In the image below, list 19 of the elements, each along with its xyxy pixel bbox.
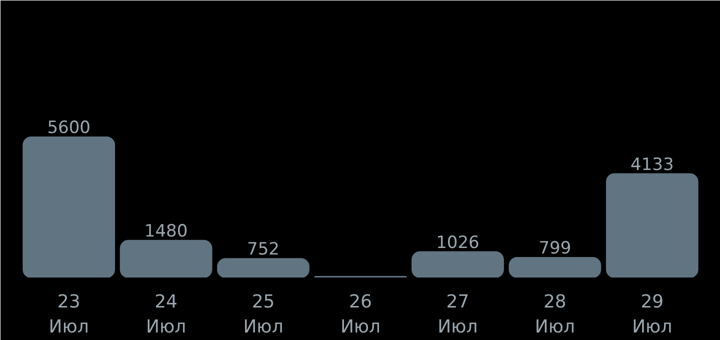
x-tick-label: 29 Июл — [632, 292, 672, 338]
data-label: 1480 — [144, 221, 188, 242]
bar — [22, 136, 116, 278]
bar — [606, 173, 698, 278]
data-label: 752 — [247, 240, 280, 260]
x-tick-label: 27 Июл — [438, 292, 478, 338]
x-tick-label: 28 Июл — [534, 292, 576, 338]
bar — [412, 251, 504, 278]
data-label: 5600 — [47, 118, 90, 138]
x-tick-label: 26 Июл — [340, 292, 381, 338]
data-label: 1026 — [436, 232, 480, 253]
bar — [120, 240, 212, 278]
x-tick-label: 23 Июл — [48, 292, 89, 338]
data-label: 4133 — [630, 154, 674, 175]
bar — [508, 256, 602, 278]
x-tick-label: 24 Июл — [146, 292, 186, 338]
bar — [217, 258, 310, 278]
data-label: 799 — [538, 238, 572, 258]
x-tick-label: 25 Июл — [243, 292, 284, 338]
